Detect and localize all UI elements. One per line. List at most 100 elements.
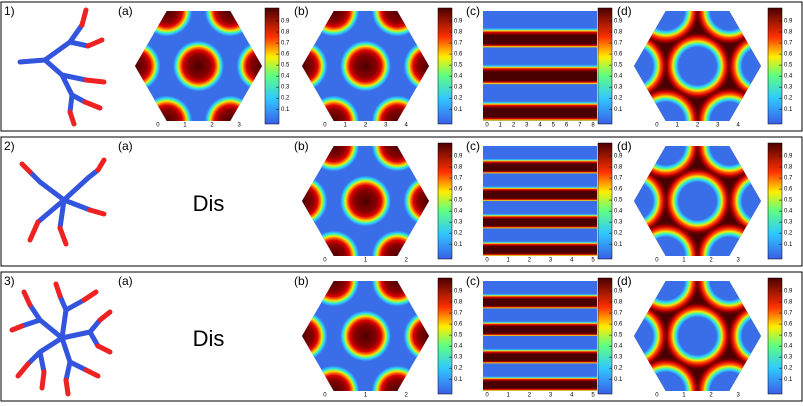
colorbar-label: 0.8 [784,30,793,36]
colorbar-label: 0.5 [614,63,623,69]
colorbar-label: 0.4 [454,209,463,215]
panel-label: (c) [466,274,480,288]
panel-text: Dis [193,191,225,216]
domain [634,86,701,121]
row-frame [0,1,803,132]
domain [634,221,701,256]
colorbar-label: 0.6 [614,52,623,58]
stripe [483,308,597,337]
panel-text: Dis [193,326,225,351]
row-label: 2) [4,139,15,153]
colorbar [597,142,613,260]
colorbar-label: 0.5 [281,63,290,69]
stripe [483,201,597,229]
colorbar-label: 0.3 [454,220,463,226]
panel-label: (a) [118,274,133,288]
x-tick-label: 0 [485,258,489,264]
panel-plot [483,11,597,121]
domain [340,310,391,362]
domain [340,40,391,92]
x-tick-label: 1 [507,393,511,399]
domain [302,310,328,362]
molecule [19,157,107,247]
x-tick-label: 1 [676,123,680,129]
colorbar-label: 0.6 [454,322,463,328]
panel-plot [634,281,761,391]
colorbar-label: 0.5 [454,333,463,339]
colorbar-label: 0.3 [784,220,793,226]
colorbar-label: 0.2 [614,366,623,372]
colorbar-label: 0.4 [454,74,463,80]
colorbar-label: 0.2 [281,96,290,102]
colorbar-label: 0.4 [614,74,623,80]
colorbar-label: 0.1 [614,377,623,383]
colorbar-label: 0.1 [614,107,623,113]
colorbar-label: 0.6 [454,187,463,193]
colorbar-label: 0.2 [614,231,623,237]
panel-label: (d) [617,4,632,18]
colorbar [597,277,613,395]
colorbar-label: 0.6 [614,187,623,193]
panel-label: (c) [466,4,480,18]
domain [694,86,761,121]
x-tick-label: 2 [696,123,700,129]
colorbar-label: 0.5 [784,333,793,339]
colorbar [264,7,280,125]
domain [634,146,701,181]
x-tick-label: 5 [552,123,556,129]
panel-label: (b) [294,4,309,18]
x-tick-label: 1 [682,393,686,399]
colorbar-label: 0.8 [454,300,463,306]
colorbar-label: 0.6 [784,322,793,328]
colorbar-label: 0.4 [784,344,793,350]
colorbar [437,142,453,260]
x-tick-label: 0 [655,258,659,264]
x-tick-label: 3 [237,123,241,129]
colorbar [767,7,783,125]
domain [634,31,669,101]
colorbar-label: 0.7 [784,176,793,182]
colorbar-label: 0.2 [784,231,793,237]
domain [726,166,761,236]
colorbar-label: 0.8 [614,165,623,171]
x-tick-label: 3 [716,123,720,129]
x-tick-label: 2 [404,393,408,399]
domain [204,95,256,121]
colorbar-label: 0.3 [614,220,623,226]
panel-plot [634,11,761,121]
x-tick-label: 2 [364,123,368,129]
x-tick-label: 0 [485,393,489,399]
colorbar-label: 0.7 [784,311,793,317]
colorbar-label: 0.4 [614,209,623,215]
colorbar-label: 0.2 [454,231,463,237]
x-tick-label: 1 [682,258,686,264]
panel-label: (b) [294,274,309,288]
colorbar-label: 0.2 [784,366,793,372]
colorbar-label: 0.5 [614,198,623,204]
colorbar-label: 0.8 [784,300,793,306]
colorbar-label: 0.3 [784,85,793,91]
stripe [483,47,597,85]
colorbar-label: 0.5 [784,198,793,204]
x-tick-label: 1 [499,123,503,129]
colorbar-label: 0.5 [784,63,793,69]
colorbar-label: 0.4 [281,74,290,80]
domain [634,166,669,236]
colorbar-label: 0.4 [454,344,463,350]
x-tick-label: 5 [591,258,595,264]
colorbar-label: 0.7 [614,176,623,182]
domain [694,221,761,256]
stripe [483,146,597,174]
colorbar-label: 0.8 [614,30,623,36]
colorbar-label: 0.8 [454,30,463,36]
colorbar-label: 0.9 [784,289,793,295]
colorbar-label: 0.7 [614,311,623,317]
colorbar-label: 0.9 [454,19,463,25]
colorbar-label: 0.1 [784,107,793,113]
colorbar-label: 0.2 [454,366,463,372]
domain [726,31,761,101]
domain [403,175,429,227]
colorbar-label: 0.3 [454,85,463,91]
colorbar-label: 0.9 [281,19,290,25]
panel-plot [135,11,262,121]
